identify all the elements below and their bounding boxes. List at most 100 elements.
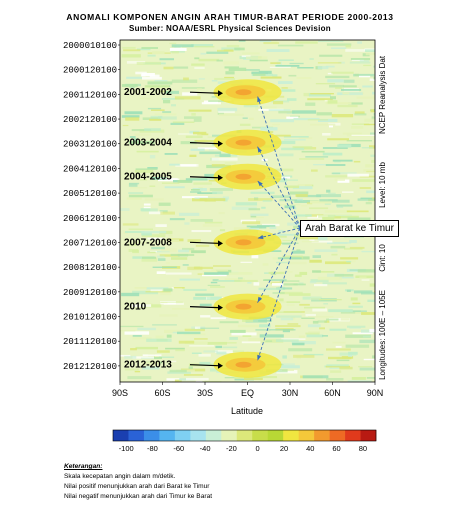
field-noise bbox=[172, 121, 195, 123]
field-noise bbox=[303, 92, 311, 97]
anomaly-peak bbox=[235, 361, 252, 368]
y-tick-label: 2008120100 bbox=[63, 263, 117, 273]
field-noise bbox=[345, 44, 351, 48]
y-tick-label: 2012120100 bbox=[63, 362, 117, 372]
field-noise bbox=[367, 299, 375, 302]
y-tick-label: 2005120100 bbox=[63, 189, 117, 199]
field-noise bbox=[282, 239, 298, 242]
field-noise bbox=[354, 113, 367, 116]
field-noise bbox=[249, 59, 268, 62]
field-noise bbox=[345, 49, 366, 52]
field-noise bbox=[292, 186, 313, 190]
field-noise bbox=[262, 263, 269, 266]
field-noise bbox=[303, 353, 324, 356]
field-noise bbox=[242, 221, 261, 225]
field-noise bbox=[373, 113, 375, 116]
field-noise bbox=[169, 218, 185, 221]
field-noise bbox=[305, 313, 316, 317]
field-noise bbox=[172, 308, 194, 310]
field-noise bbox=[349, 61, 371, 64]
anomaly-peak bbox=[235, 139, 252, 146]
callout-arrowhead bbox=[257, 235, 264, 239]
field-noise bbox=[276, 339, 299, 342]
side-label: Cint: 10 bbox=[378, 244, 387, 272]
field-noise bbox=[184, 341, 208, 345]
field-noise bbox=[294, 236, 299, 240]
field-noise bbox=[336, 92, 363, 96]
field-noise bbox=[347, 380, 372, 382]
field-noise bbox=[155, 335, 164, 339]
field-noise bbox=[281, 147, 305, 151]
field-noise bbox=[171, 51, 179, 54]
field-noise bbox=[268, 271, 285, 275]
field-noise bbox=[142, 366, 160, 370]
field-noise bbox=[359, 276, 367, 279]
field-noise bbox=[224, 278, 245, 281]
field-noise bbox=[166, 334, 172, 338]
field-noise bbox=[348, 353, 353, 357]
field-noise bbox=[330, 245, 346, 249]
field-noise bbox=[207, 341, 227, 345]
anomaly-peak bbox=[235, 173, 252, 180]
field-noise bbox=[280, 365, 300, 369]
field-noise bbox=[369, 145, 375, 149]
field-noise bbox=[279, 291, 303, 295]
field-noise bbox=[201, 102, 221, 105]
field-noise bbox=[165, 347, 185, 350]
field-noise bbox=[184, 116, 202, 119]
colorbar-segment bbox=[159, 430, 176, 441]
field-noise bbox=[317, 237, 328, 241]
field-noise bbox=[154, 113, 177, 116]
field-noise bbox=[346, 210, 369, 213]
event-label: 2004-2005 bbox=[124, 172, 172, 183]
field-noise bbox=[275, 325, 301, 328]
field-noise bbox=[237, 324, 264, 328]
field-noise bbox=[121, 84, 138, 87]
field-noise bbox=[194, 338, 208, 340]
field-noise bbox=[210, 286, 225, 288]
field-noise bbox=[190, 219, 213, 222]
field-noise bbox=[264, 279, 287, 281]
field-noise bbox=[342, 132, 362, 135]
field-noise bbox=[229, 337, 238, 340]
field-noise bbox=[244, 376, 263, 380]
field-noise bbox=[317, 66, 329, 70]
callout-arrowhead bbox=[257, 296, 263, 303]
field-noise bbox=[150, 289, 162, 292]
field-noise bbox=[142, 76, 162, 80]
field-noise bbox=[340, 318, 350, 321]
field-noise bbox=[154, 80, 168, 82]
field-noise bbox=[363, 169, 375, 172]
field-noise bbox=[170, 253, 195, 256]
field-noise bbox=[161, 98, 185, 100]
field-noise bbox=[157, 255, 165, 258]
field-noise bbox=[271, 140, 296, 145]
field-noise bbox=[361, 250, 375, 253]
field-noise bbox=[277, 44, 304, 47]
field-noise bbox=[305, 332, 320, 335]
field-noise bbox=[315, 83, 336, 85]
field-noise bbox=[325, 75, 350, 79]
field-noise bbox=[218, 342, 237, 344]
field-noise bbox=[334, 160, 341, 163]
field-noise bbox=[234, 279, 258, 282]
field-noise bbox=[268, 109, 291, 112]
x-tick-label: 60N bbox=[324, 388, 341, 398]
field-noise bbox=[169, 48, 187, 51]
field-noise bbox=[191, 250, 206, 254]
field-noise bbox=[365, 52, 375, 56]
field-noise bbox=[308, 331, 320, 333]
field-noise bbox=[216, 59, 223, 62]
field-noise bbox=[293, 225, 305, 229]
field-noise bbox=[319, 199, 338, 202]
field-noise bbox=[289, 191, 309, 195]
field-noise bbox=[227, 272, 253, 275]
field-noise bbox=[296, 77, 312, 79]
field-noise bbox=[135, 71, 147, 75]
field-noise bbox=[139, 129, 165, 133]
field-noise bbox=[133, 241, 154, 244]
field-noise bbox=[198, 78, 205, 80]
field-noise bbox=[210, 281, 218, 284]
event-arrowhead bbox=[218, 304, 223, 311]
field-noise bbox=[317, 62, 342, 64]
